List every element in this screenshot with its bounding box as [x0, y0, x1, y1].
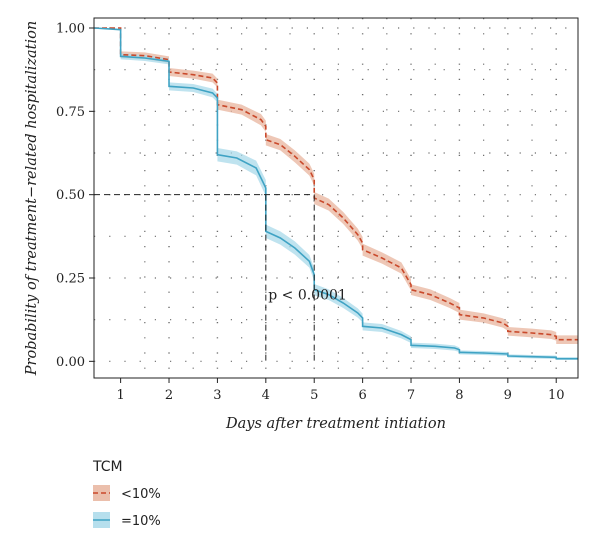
x-tick-label: 2	[165, 388, 173, 403]
legend-item-2: =10%	[93, 512, 161, 529]
x-tick-label: 10	[548, 388, 565, 403]
y-tick-label: 1.00	[56, 22, 85, 37]
confidence-bands	[94, 28, 578, 360]
reference-lines	[94, 194, 315, 362]
legend-label: <10%	[121, 487, 161, 502]
x-axis: 1 2 3 4 5 6 7 8 9 10	[116, 378, 564, 403]
plot-frame	[93, 17, 579, 379]
legend: TCM <10% =10%	[92, 459, 161, 529]
x-tick-label: 6	[358, 388, 366, 403]
y-axis: 0.00 0.25 0.50 0.75 1.00	[56, 22, 94, 370]
y-tick-label: 0.00	[56, 355, 85, 370]
x-axis-title: Days after treatment intiation	[225, 416, 446, 432]
y-tick-label: 0.25	[56, 272, 85, 287]
series-line-2	[93, 27, 578, 360]
y-tick-label: 0.75	[56, 105, 85, 120]
confidence-band-2	[94, 28, 578, 360]
series-line-1	[94, 27, 578, 341]
y-tick-label: 0.50	[56, 188, 85, 203]
survival-lines	[93, 27, 578, 360]
x-tick-label: 8	[455, 388, 463, 403]
x-tick-label: 9	[504, 388, 512, 403]
x-tick-label: 1	[116, 388, 124, 403]
x-tick-label: 3	[213, 388, 221, 403]
legend-title: TCM	[92, 459, 123, 475]
x-tick-label: 7	[407, 388, 415, 403]
x-tick-label: 4	[262, 388, 270, 403]
x-tick-label: 5	[310, 388, 318, 403]
legend-item-1: <10%	[93, 485, 161, 502]
legend-label: =10%	[121, 514, 161, 529]
p-value-annotation: p < 0.0001	[268, 288, 347, 304]
y-axis-title: Probability of treatment−related hospita…	[24, 21, 40, 376]
